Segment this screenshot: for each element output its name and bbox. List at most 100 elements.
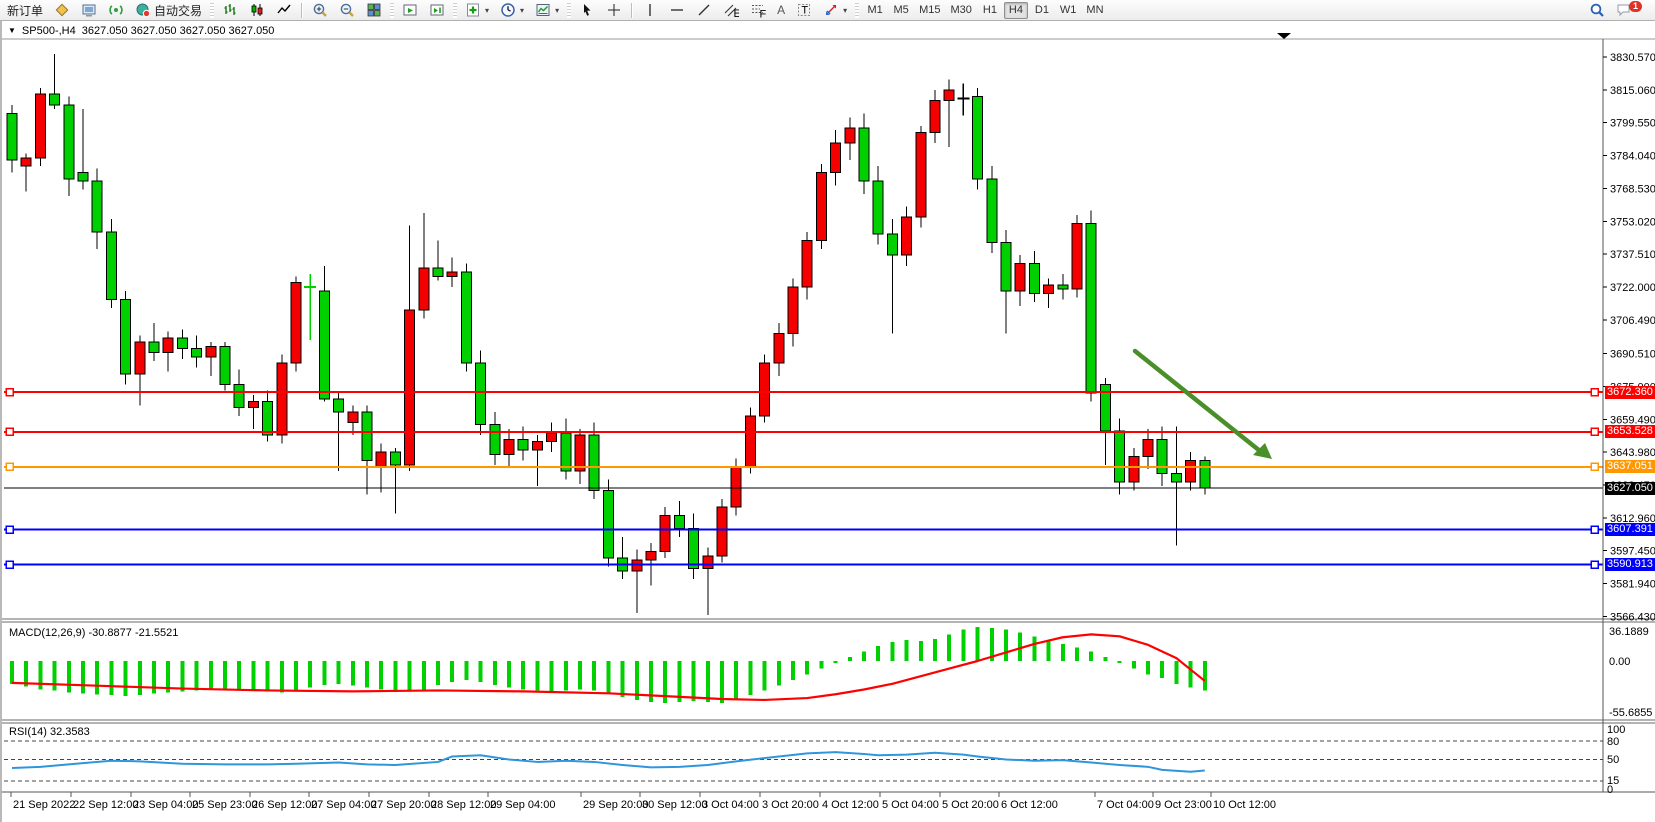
timeframe-m5[interactable]: M5 <box>889 2 913 19</box>
macd-axis-label: 36.1889 <box>1609 626 1649 638</box>
auto-scroll-button[interactable] <box>397 1 423 20</box>
price-tick-label: 3815.060 <box>1610 85 1655 97</box>
horizontal-line-icon <box>669 2 685 18</box>
new-order-button[interactable]: 新订单 <box>2 1 48 20</box>
macd-histogram-bar <box>1117 661 1122 663</box>
candle-up <box>134 341 146 375</box>
macd-histogram-bar <box>109 661 114 696</box>
time-tick-label: 22 Sep 12:00 <box>73 799 138 811</box>
auto-trading-button[interactable]: 自动交易 <box>130 1 207 20</box>
text-tool-button[interactable]: A <box>772 1 790 20</box>
trend-arrow-annotation[interactable] <box>1132 348 1272 459</box>
timeframe-m30[interactable]: M30 <box>947 2 976 19</box>
zoom-in-button[interactable] <box>307 1 333 20</box>
indicators-button[interactable]: ▾ <box>460 1 494 20</box>
macd-histogram-bar <box>578 661 582 690</box>
timeframe-h1[interactable]: H1 <box>978 2 1002 19</box>
toolbar-separator <box>301 2 304 18</box>
fibonacci-icon: F <box>750 2 766 18</box>
hline-right-handle[interactable] <box>1590 525 1599 534</box>
rsi-axis-label: 0 <box>1607 784 1613 796</box>
timeframe-h4[interactable]: H4 <box>1003 1 1028 19</box>
toolbar-grip <box>855 2 860 18</box>
candle-down <box>148 341 160 354</box>
fibonacci-tool-button[interactable]: F <box>745 1 771 20</box>
hline-left-handle[interactable] <box>5 387 14 397</box>
search-button[interactable] <box>1584 1 1610 20</box>
candle-down <box>475 362 487 426</box>
chart-title-bar[interactable]: ▼ SP500-,H4 3627.050 3627.050 3627.050 3… <box>8 23 274 38</box>
timeframe-d1[interactable]: D1 <box>1030 2 1054 19</box>
text-label-icon: T <box>796 2 812 18</box>
hline-left-handle[interactable] <box>5 462 14 472</box>
auto-trading-icon <box>135 2 151 18</box>
crosshair-tool-button[interactable] <box>601 1 627 20</box>
window-menu-icon[interactable]: ▼ <box>8 26 16 35</box>
macd-histogram-bar <box>66 661 71 693</box>
timeframe-m1[interactable]: M1 <box>863 2 887 19</box>
zoom-out-button[interactable] <box>334 1 360 20</box>
market-watch-button[interactable] <box>49 1 75 20</box>
clock-icon <box>500 2 516 18</box>
new-order-label: 新订单 <box>7 3 44 18</box>
candle-down <box>688 527 700 570</box>
rsi-axis-label: 100 <box>1607 724 1625 736</box>
hline-right-handle[interactable] <box>1590 387 1599 397</box>
notifications-button[interactable]: 1 <box>1611 0 1653 20</box>
candle-up <box>801 239 813 288</box>
toolbar-separator <box>631 2 634 18</box>
price-tick-label: 3706.490 <box>1610 315 1655 327</box>
horizontal-line-tool-button[interactable] <box>664 1 690 20</box>
arrows-tool-button[interactable]: ▾ <box>818 1 852 20</box>
strategy-signal-button[interactable] <box>103 1 129 20</box>
text-tool-icon: A <box>777 3 786 17</box>
line-chart-button[interactable] <box>271 1 297 20</box>
cursor-tool-button[interactable] <box>574 1 600 20</box>
channel-tool-button[interactable]: E <box>718 1 744 20</box>
label-tool-button[interactable]: T <box>791 1 817 20</box>
macd-histogram-bar <box>975 626 980 661</box>
diamond-icon <box>54 2 70 18</box>
candle-down <box>361 411 373 462</box>
templates-button[interactable]: ▾ <box>530 1 564 20</box>
hline-right-handle[interactable] <box>1590 560 1599 569</box>
bar-chart-button[interactable] <box>217 1 243 20</box>
macd-histogram-bar <box>1131 661 1136 669</box>
vertical-line-tool-button[interactable] <box>637 1 663 20</box>
timeframe-w1[interactable]: W1 <box>1056 2 1081 19</box>
macd-histogram-bar <box>436 661 440 685</box>
chart-canvas[interactable]: 3830.570 3815.060 3799.550 3784.040 3768.530… <box>2 21 1655 822</box>
macd-histogram-bar <box>904 640 909 661</box>
macd-histogram-bar <box>251 661 256 691</box>
macd-histogram-bar <box>279 661 284 693</box>
candle-down <box>602 489 614 559</box>
chart-shift-button[interactable] <box>424 1 450 20</box>
candlestick-chart-button[interactable] <box>244 1 270 20</box>
hline-left-handle[interactable] <box>5 427 14 437</box>
hline-left-handle[interactable] <box>5 560 14 569</box>
zoom-out-icon <box>339 2 355 18</box>
timeframe-mn[interactable]: MN <box>1082 2 1107 19</box>
candle-down <box>105 231 117 301</box>
macd-histogram-bar <box>208 661 213 690</box>
candle-down <box>233 383 245 409</box>
macd-histogram-bar <box>918 641 923 661</box>
hline-right-handle[interactable] <box>1590 427 1599 437</box>
tile-windows-button[interactable] <box>361 1 387 20</box>
hline-right-handle[interactable] <box>1590 462 1599 472</box>
periods-button[interactable]: ▾ <box>495 1 529 20</box>
time-tick-label: 27 Sep 20:00 <box>371 799 436 811</box>
candlestick-icon <box>249 2 265 18</box>
macd-histogram-bar <box>350 661 355 686</box>
chart-shift-marker[interactable] <box>1277 33 1291 39</box>
toolbar-grip <box>453 2 458 18</box>
macd-histogram-bar <box>705 661 710 702</box>
data-window-button[interactable] <box>76 1 102 20</box>
macd-histogram-bar <box>1146 661 1150 675</box>
macd-histogram-bar <box>1202 661 1207 691</box>
trendline-tool-button[interactable] <box>691 1 717 20</box>
macd-histogram-bar <box>961 629 966 661</box>
candle-up <box>347 411 359 424</box>
timeframe-m15[interactable]: M15 <box>915 2 944 19</box>
hline-left-handle[interactable] <box>5 525 14 534</box>
